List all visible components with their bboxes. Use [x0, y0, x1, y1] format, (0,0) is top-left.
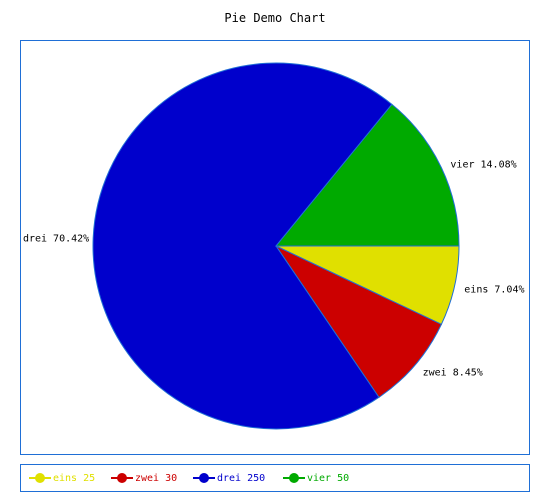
legend-marker-drei	[193, 473, 215, 483]
slice-label-eins: eins 7.04%	[464, 284, 524, 295]
pie-slice-drei	[92, 62, 393, 430]
plot-area	[20, 40, 530, 455]
legend-marker-vier	[283, 473, 305, 483]
legend-marker-zwei	[111, 473, 133, 483]
legend-item-drei: drei 250	[193, 470, 265, 486]
slice-label-vier: vier 14.08%	[450, 159, 516, 170]
legend-label-zwei: zwei 30	[135, 472, 178, 484]
pie-slice-zwei	[274, 244, 443, 399]
slice-label-zwei: zwei 8.45%	[423, 368, 483, 379]
legend: eins 25 zwei 30 drei 250 vier 50	[20, 464, 530, 492]
legend-label-eins: eins 25	[53, 472, 96, 484]
legend-label-vier: vier 50	[307, 472, 350, 484]
slice-label-drei: drei 70.42%	[23, 233, 89, 244]
legend-item-eins: eins 25	[29, 470, 95, 486]
legend-item-zwei: zwei 30	[111, 470, 177, 486]
chart-title: Pie Demo Chart	[224, 11, 326, 25]
legend-marker-eins	[29, 473, 51, 483]
pie-slice-vier	[274, 103, 460, 247]
legend-label-drei: drei 250	[217, 472, 266, 484]
legend-item-vier: vier 50	[283, 470, 349, 486]
